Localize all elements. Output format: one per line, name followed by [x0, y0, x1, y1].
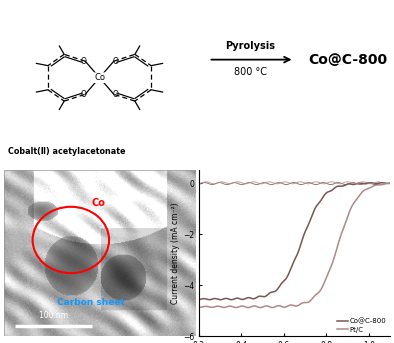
Text: 100 nm: 100 nm: [39, 310, 68, 320]
Text: O: O: [113, 57, 119, 66]
Pt/C: [320, 285, 325, 289]
Text: O: O: [80, 57, 86, 66]
Y-axis label: Current density (mA cm⁻²): Current density (mA cm⁻²): [171, 202, 180, 304]
Pt/C: [309, 298, 313, 302]
Co@C-800: [309, 216, 313, 221]
Co@C-800: [379, 181, 384, 185]
Text: Carbon sheet: Carbon sheet: [58, 298, 125, 307]
Text: 800 °C: 800 °C: [234, 67, 267, 77]
Pt/C: [344, 218, 349, 222]
Co@C-800: [314, 204, 318, 209]
Legend: Co@C-800, Pt/C: Co@C-800, Pt/C: [337, 318, 387, 333]
Text: Co@C-800: Co@C-800: [309, 52, 388, 67]
Co@C-800: [344, 182, 349, 187]
Pt/C: [364, 187, 369, 191]
Pt/C: [192, 304, 197, 308]
Co@C-800: [364, 181, 369, 186]
Co@C-800: [320, 197, 325, 201]
Text: Co: Co: [94, 73, 105, 82]
Text: O: O: [113, 90, 119, 99]
Co@C-800: [218, 298, 223, 302]
Pt/C: [392, 182, 394, 186]
Text: Cobalt(Ⅱ) acetylacetonate: Cobalt(Ⅱ) acetylacetonate: [8, 147, 125, 156]
Pt/C: [386, 181, 391, 186]
Co@C-800: [392, 181, 394, 185]
Text: O: O: [80, 90, 86, 99]
Line: Co@C-800: Co@C-800: [195, 183, 394, 300]
Pt/C: [204, 304, 209, 308]
Text: Pyrolysis: Pyrolysis: [225, 41, 275, 51]
Co@C-800: [204, 297, 209, 301]
Co@C-800: [192, 297, 197, 301]
Text: Co: Co: [92, 199, 106, 209]
Pt/C: [258, 306, 263, 310]
Pt/C: [314, 293, 318, 297]
Line: Pt/C: Pt/C: [195, 184, 394, 308]
